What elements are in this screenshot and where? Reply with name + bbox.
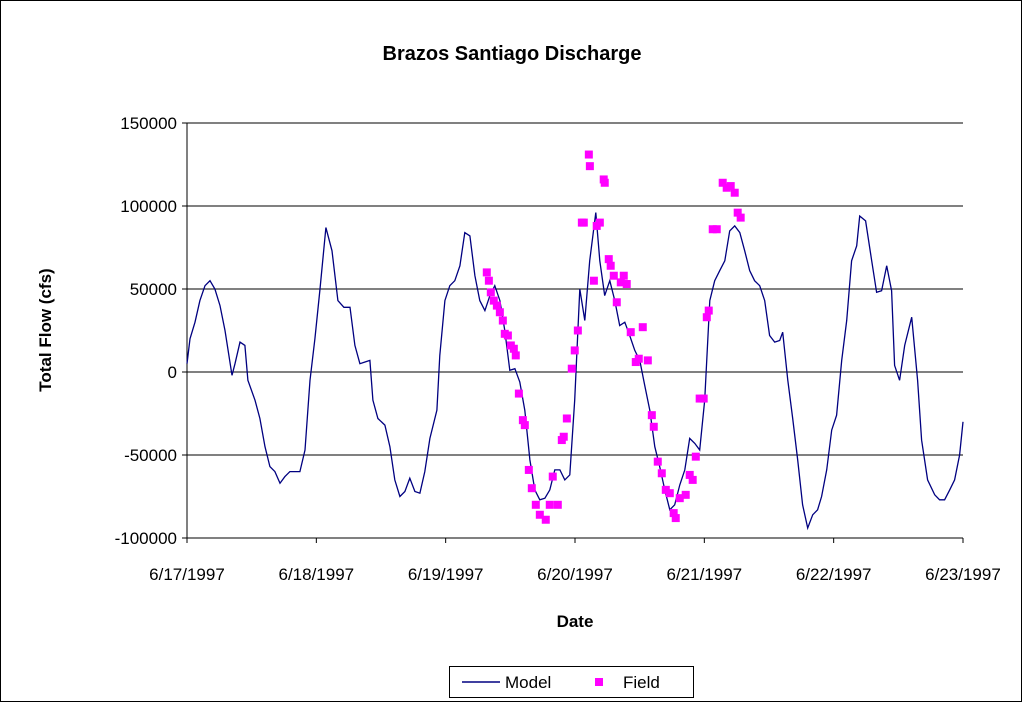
field-point <box>685 470 694 479</box>
field-point <box>718 178 727 187</box>
field-point <box>708 225 717 234</box>
field-point <box>669 509 678 518</box>
y-tick-label: -50000 <box>124 446 177 465</box>
y-tick-label: 50000 <box>130 280 177 299</box>
field-point <box>733 208 742 217</box>
model-line <box>186 212 964 531</box>
x-tick-label: 6/21/1997 <box>667 565 743 584</box>
field-point <box>619 271 628 280</box>
field-point <box>634 354 643 363</box>
field-point <box>535 510 544 519</box>
field-point <box>600 178 609 187</box>
y-axis-label: Total Flow (cfs) <box>36 268 55 391</box>
field-point <box>657 469 666 478</box>
field-point <box>531 500 540 509</box>
x-axis-label: Date <box>557 612 594 631</box>
field-point <box>702 313 711 322</box>
field-point <box>482 268 491 277</box>
field-point <box>649 422 658 431</box>
legend-swatch <box>595 678 603 686</box>
field-point <box>498 316 507 325</box>
field-point <box>495 308 504 317</box>
x-tick-label: 6/23/1997 <box>925 565 1001 584</box>
field-point <box>638 323 647 332</box>
field-point <box>643 356 652 365</box>
field-point <box>653 457 662 466</box>
field-point <box>691 452 700 461</box>
x-tick-label: 6/18/1997 <box>279 565 355 584</box>
field-point <box>553 500 562 509</box>
field-point <box>671 514 680 523</box>
field-point <box>647 411 656 420</box>
field-point <box>484 276 493 285</box>
field-point <box>524 465 533 474</box>
field-point <box>704 306 713 315</box>
field-point <box>584 150 593 159</box>
field-point <box>559 432 568 441</box>
field-point <box>527 484 536 493</box>
field-point <box>548 472 557 481</box>
field-point <box>541 515 550 524</box>
field-point <box>622 280 631 289</box>
field-point <box>486 288 495 297</box>
field-point <box>579 218 588 227</box>
field-point <box>626 328 635 337</box>
field-point <box>616 278 625 287</box>
field-point <box>612 298 621 307</box>
field-point <box>665 489 674 498</box>
field-point <box>730 188 739 197</box>
field-point <box>570 346 579 355</box>
field-point <box>712 225 721 234</box>
field-point <box>661 485 670 494</box>
field-point <box>681 490 690 499</box>
y-tick-label: 150000 <box>120 114 177 133</box>
field-point <box>604 255 613 264</box>
field-point <box>518 416 527 425</box>
y-tick-label: -100000 <box>115 529 177 548</box>
chart-title: Brazos Santiago Discharge <box>383 43 642 65</box>
x-tick-label: 6/19/1997 <box>408 565 484 584</box>
x-tick-label: 6/17/1997 <box>149 565 225 584</box>
field-point <box>585 162 594 171</box>
field-point <box>567 364 576 373</box>
field-point <box>489 296 498 305</box>
field-point <box>606 261 615 270</box>
field-point <box>573 326 582 335</box>
field-point <box>736 213 745 222</box>
field-point <box>589 276 598 285</box>
x-tick-label: 6/20/1997 <box>537 565 613 584</box>
field-point <box>511 351 520 360</box>
field-point <box>726 182 735 191</box>
field-point <box>595 218 604 227</box>
x-tick-label: 6/22/1997 <box>796 565 872 584</box>
field-point <box>520 421 529 430</box>
field-point <box>509 344 518 353</box>
field-point <box>503 331 512 340</box>
field-point <box>722 183 731 192</box>
field-point <box>545 500 554 509</box>
legend-label: Field <box>623 673 660 692</box>
y-tick-label: 0 <box>168 363 177 382</box>
field-point <box>514 389 523 398</box>
field-point <box>688 475 697 484</box>
field-point <box>695 394 704 403</box>
field-point <box>609 271 618 280</box>
legend-label: Model <box>505 673 551 692</box>
field-point <box>492 301 501 310</box>
y-tick-label: 100000 <box>120 197 177 216</box>
field-point <box>675 494 684 503</box>
field-point <box>699 394 708 403</box>
field-point <box>562 414 571 423</box>
